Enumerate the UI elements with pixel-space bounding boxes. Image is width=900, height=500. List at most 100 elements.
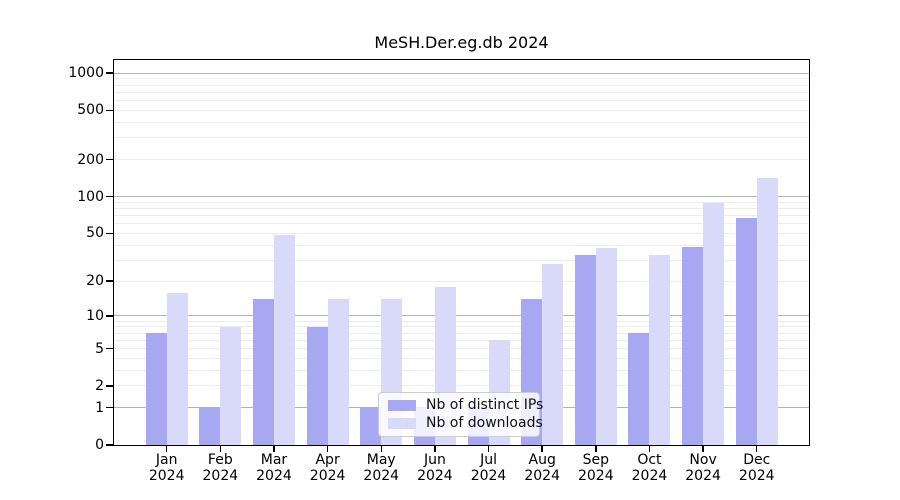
month-label: Sep xyxy=(582,452,609,468)
bar-distinct-ips-apr xyxy=(306,326,328,445)
month-label: Jul xyxy=(480,452,497,468)
year-label: 2024 xyxy=(524,468,560,484)
x-tick-label-oct: Oct 2024 xyxy=(609,452,689,484)
minor-gridline-700 xyxy=(114,91,809,93)
year-label: 2024 xyxy=(577,468,614,484)
bar-distinct-ips-jan xyxy=(145,333,167,445)
grid-layer xyxy=(114,60,809,445)
x-tick-label-mar: Mar 2024 xyxy=(234,452,314,484)
legend: Nb of distinct IPs Nb of downloads xyxy=(378,392,543,437)
month-label: Dec xyxy=(743,452,771,468)
y-tick-2 xyxy=(106,385,113,387)
year-label: 2024 xyxy=(738,468,775,484)
x-tick-label-aug: Aug 2024 xyxy=(502,452,582,484)
minor-gridline-20 xyxy=(114,280,809,282)
bars-layer xyxy=(114,60,809,445)
year-label: 2024 xyxy=(309,468,346,484)
month-label: Mar xyxy=(260,452,288,468)
month-label: Apr xyxy=(315,452,340,468)
minor-gridline-80 xyxy=(114,208,809,210)
year-label: 2024 xyxy=(470,468,507,484)
month-label: Oct xyxy=(637,452,662,468)
x-tick-label-nov: Nov 2024 xyxy=(663,452,743,484)
x-tick-label-sep: Sep 2024 xyxy=(556,452,636,484)
legend-swatch-downloads xyxy=(388,418,416,429)
x-tick-jul xyxy=(487,446,490,452)
major-gridline-1000 xyxy=(114,72,809,74)
year-label: 2024 xyxy=(417,468,453,484)
x-tick-dec xyxy=(755,446,758,452)
y-tick-label-0: 0 xyxy=(95,437,104,453)
bar-downloads-apr xyxy=(327,299,349,445)
y-tick-label-5: 5 xyxy=(95,340,104,357)
x-tick-label-jan: Jan 2024 xyxy=(127,452,207,484)
minor-gridline-500 xyxy=(114,109,809,111)
x-tick-oct xyxy=(648,446,651,452)
minor-gridline-9 xyxy=(114,320,809,322)
minor-gridline-6 xyxy=(114,339,809,341)
y-tick-1 xyxy=(106,406,113,409)
y-tick-label-2: 2 xyxy=(95,377,104,394)
minor-gridline-7 xyxy=(114,332,809,334)
minor-gridline-5 xyxy=(114,348,809,350)
y-tick-20 xyxy=(106,280,113,282)
major-gridline-10 xyxy=(114,315,809,317)
y-tick-label-200: 200 xyxy=(77,151,104,168)
x-tick-may xyxy=(380,446,382,452)
year-label: 2024 xyxy=(148,468,185,484)
y-tick-label-1000: 1000 xyxy=(68,65,104,82)
bar-distinct-ips-feb xyxy=(199,407,221,445)
year-label: 2024 xyxy=(631,468,668,484)
y-tick-label-10: 10 xyxy=(86,307,104,324)
y-tick-200 xyxy=(106,158,113,161)
y-tick-label-500: 500 xyxy=(77,102,104,119)
y-tick-label-100: 100 xyxy=(77,188,104,205)
y-tick-1000 xyxy=(106,72,113,74)
bar-downloads-jan xyxy=(166,292,188,445)
minor-gridline-90 xyxy=(114,201,809,203)
legend-item-downloads: Nb of downloads xyxy=(387,416,543,431)
x-tick-label-jun: Jun 2024 xyxy=(395,452,475,484)
bar-distinct-ips-may xyxy=(360,407,382,445)
minor-gridline-50 xyxy=(114,232,809,234)
y-tick-label-50: 50 xyxy=(86,225,104,242)
bar-downloads-sep xyxy=(595,247,617,445)
major-gridline-100 xyxy=(114,196,809,198)
y-tick-50 xyxy=(106,232,113,235)
minor-gridline-400 xyxy=(114,121,809,123)
minor-gridline-3 xyxy=(114,369,809,371)
bar-distinct-ips-sep xyxy=(574,255,596,445)
bar-distinct-ips-dec xyxy=(735,217,757,445)
x-tick-jun xyxy=(434,446,436,452)
minor-gridline-70 xyxy=(114,215,809,217)
x-tick-nov xyxy=(702,446,704,452)
x-tick-apr xyxy=(326,446,329,452)
y-tick-500 xyxy=(106,109,113,112)
minor-gridline-900 xyxy=(114,78,809,80)
bar-downloads-dec xyxy=(756,177,778,445)
minor-gridline-4 xyxy=(114,357,809,359)
y-tick-label-20: 20 xyxy=(86,273,104,290)
x-tick-label-apr: Apr 2024 xyxy=(288,452,368,484)
plot-area: Nb of distinct IPs Nb of downloads xyxy=(113,59,810,446)
bar-downloads-feb xyxy=(220,326,242,445)
y-tick-5 xyxy=(106,347,113,350)
y-tick-100 xyxy=(106,195,113,198)
year-label: 2024 xyxy=(202,468,239,484)
bar-distinct-ips-mar xyxy=(252,299,274,445)
month-label: May xyxy=(366,452,396,468)
x-tick-label-jul: Jul 2024 xyxy=(449,452,529,484)
bar-downloads-aug xyxy=(542,263,564,445)
x-tick-aug xyxy=(541,446,543,452)
minor-gridline-300 xyxy=(114,137,809,139)
chart-title: MeSH.Der.eg.db 2024 xyxy=(374,33,549,52)
minor-gridline-60 xyxy=(114,223,809,225)
bar-downloads-nov xyxy=(703,203,725,445)
bar-distinct-ips-nov xyxy=(682,246,704,445)
y-tick-0 xyxy=(106,444,113,446)
y-tick-10 xyxy=(106,315,113,317)
minor-gridline-8 xyxy=(114,326,809,328)
minor-gridline-2 xyxy=(114,385,809,387)
x-tick-mar xyxy=(273,446,275,452)
